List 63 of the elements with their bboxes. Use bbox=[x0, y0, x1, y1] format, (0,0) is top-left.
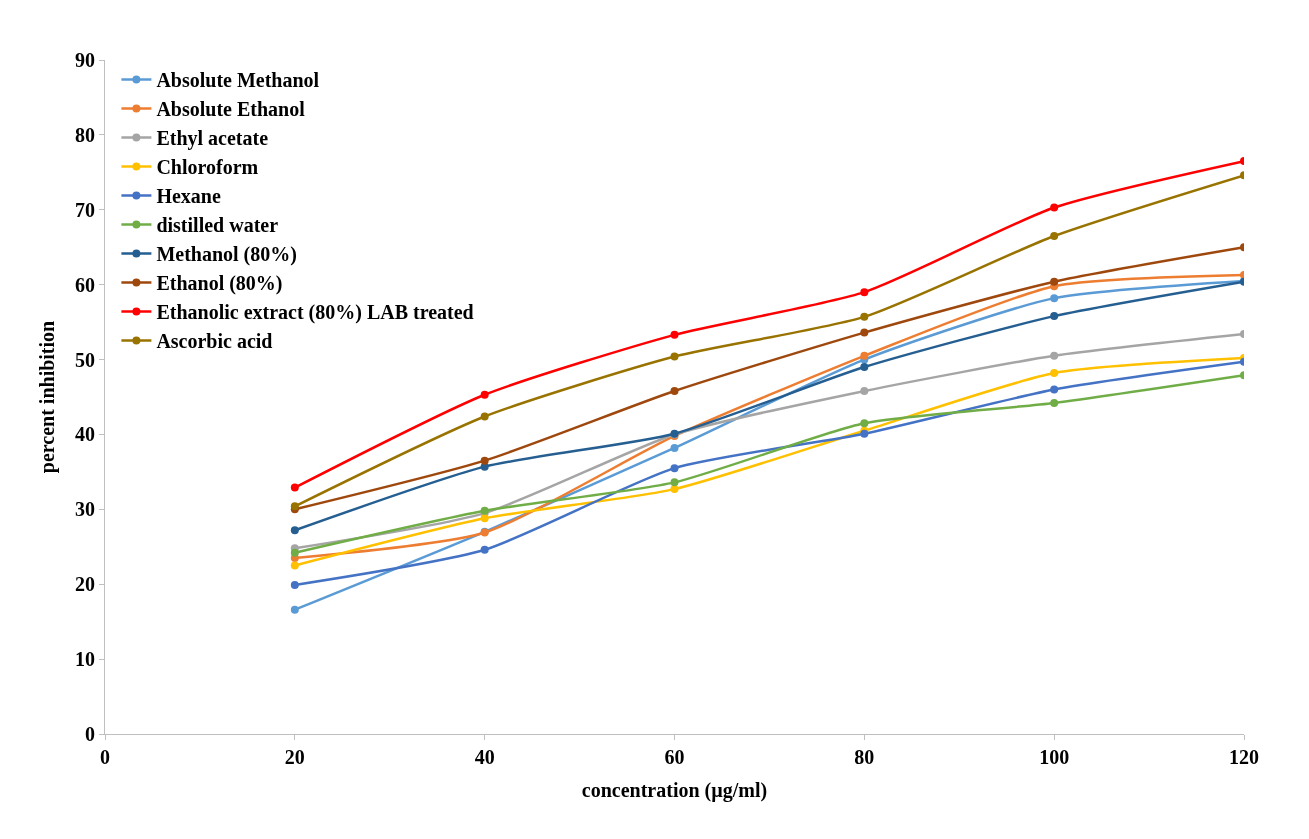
point bbox=[860, 387, 869, 396]
legend-label: Hexane bbox=[156, 185, 221, 208]
point bbox=[670, 443, 679, 452]
point bbox=[1050, 294, 1059, 303]
point bbox=[860, 419, 869, 428]
point bbox=[290, 605, 299, 614]
point bbox=[1050, 231, 1059, 240]
y-tick-label: 50 bbox=[75, 348, 95, 371]
point bbox=[290, 548, 299, 557]
legend-label: Ethanolic extract (80%) LAB treated bbox=[156, 301, 474, 325]
point bbox=[480, 390, 489, 399]
point bbox=[670, 464, 679, 473]
point bbox=[670, 387, 679, 396]
point bbox=[670, 478, 679, 487]
point bbox=[1050, 398, 1059, 407]
point bbox=[480, 514, 489, 523]
point bbox=[480, 545, 489, 554]
point bbox=[480, 456, 489, 465]
y-tick-label: 80 bbox=[75, 123, 95, 146]
y-tick-label: 40 bbox=[75, 423, 95, 446]
point bbox=[1050, 277, 1059, 286]
x-tick-label: 0 bbox=[100, 746, 110, 768]
legend-label: Ascorbic acid bbox=[156, 330, 273, 353]
legend-label: Absolute Methanol bbox=[156, 69, 320, 92]
legend-label: Ethyl acetate bbox=[156, 127, 269, 151]
point bbox=[1050, 385, 1059, 394]
point bbox=[290, 580, 299, 589]
point bbox=[860, 288, 869, 297]
y-tick-label: 70 bbox=[75, 198, 95, 221]
y-tick-label: 0 bbox=[85, 723, 95, 745]
x-tick-label: 20 bbox=[284, 746, 305, 768]
point bbox=[1050, 351, 1059, 360]
point bbox=[480, 412, 489, 421]
y-tick-label: 20 bbox=[75, 573, 95, 596]
y-tick-label: 30 bbox=[75, 498, 95, 521]
y-tick-label: 60 bbox=[75, 273, 95, 296]
x-tick-label: 80 bbox=[854, 746, 875, 768]
x-tick-label: 60 bbox=[664, 746, 685, 768]
point bbox=[670, 352, 679, 361]
point bbox=[290, 561, 299, 570]
x-axis-title: concentration (µg/ml) bbox=[581, 778, 768, 802]
legend-label: Ethanol (80%) bbox=[156, 272, 283, 296]
legend-label: distilled water bbox=[156, 214, 279, 237]
point bbox=[860, 312, 869, 321]
point bbox=[290, 526, 299, 535]
legend-label: Methanol (80%) bbox=[156, 243, 297, 267]
y-tick-label: 90 bbox=[75, 49, 95, 71]
point bbox=[1050, 369, 1059, 378]
point bbox=[1050, 312, 1059, 321]
point bbox=[1050, 203, 1059, 212]
point bbox=[860, 351, 869, 360]
x-tick-label: 40 bbox=[474, 746, 495, 768]
x-tick-label: 100 bbox=[1039, 746, 1070, 768]
point bbox=[290, 483, 299, 492]
point bbox=[670, 330, 679, 339]
legend-label: Absolute Ethanol bbox=[156, 98, 306, 121]
point bbox=[860, 328, 869, 337]
x-tick-label: 120 bbox=[1229, 746, 1259, 768]
point bbox=[860, 363, 869, 372]
y-axis-title: percent inhibition bbox=[35, 320, 59, 474]
y-tick-label: 10 bbox=[75, 648, 95, 671]
legend-label: Chloroform bbox=[156, 156, 259, 179]
point bbox=[670, 485, 679, 494]
